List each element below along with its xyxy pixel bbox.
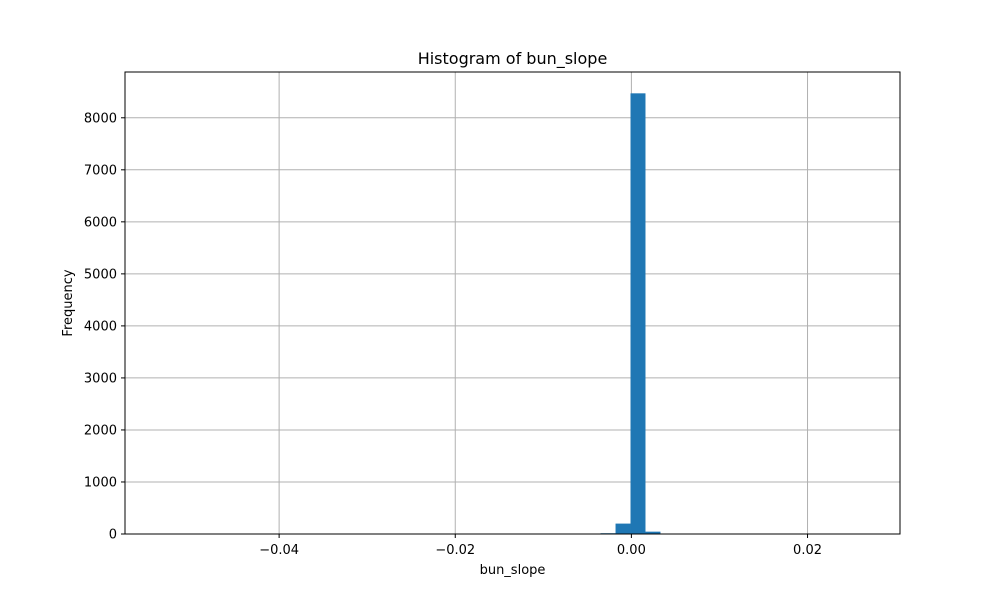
y-tick-label: 1000 — [84, 475, 117, 490]
x-tick-label: −0.04 — [259, 543, 299, 558]
y-tick-label: 0 — [109, 528, 117, 543]
histogram-bar — [615, 523, 631, 534]
y-tick-label: 5000 — [84, 267, 117, 282]
grid-lines — [125, 72, 900, 535]
y-tick-label: 2000 — [84, 423, 117, 438]
y-tick-label: 3000 — [84, 371, 117, 386]
y-tick-label: 7000 — [84, 163, 117, 178]
x-tick-label: 0.00 — [617, 543, 646, 558]
histogram-bars — [600, 93, 676, 534]
x-axis-label: bun_slope — [480, 563, 546, 578]
y-tick-label: 8000 — [84, 111, 117, 126]
y-tick-label: 4000 — [84, 319, 117, 334]
y-axis-ticks: 0 1000 2000 3000 4000 5000 6000 7000 8000 — [84, 111, 125, 543]
y-tick-label: 6000 — [84, 215, 117, 230]
histogram-bar — [630, 93, 646, 534]
x-axis-ticks: −0.04 −0.02 0.00 0.02 — [259, 534, 822, 558]
histogram-bar — [645, 531, 661, 534]
plot-frame — [124, 71, 901, 535]
y-axis-label: Frequency — [61, 269, 76, 336]
chart-title: Histogram of bun_slope — [418, 49, 608, 69]
x-tick-label: 0.02 — [793, 543, 822, 558]
x-tick-label: −0.02 — [435, 543, 475, 558]
